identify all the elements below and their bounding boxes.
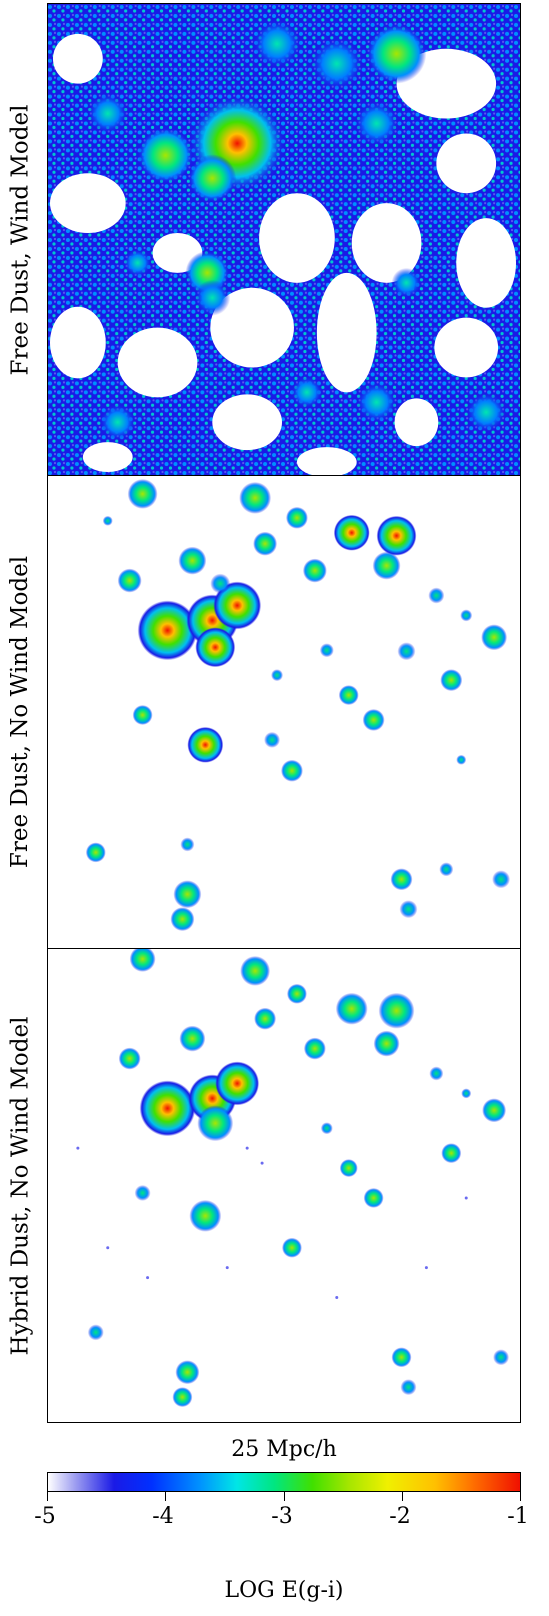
scale-bar-label: 25 Mpc/h xyxy=(231,1437,337,1462)
panel-1-label-wrapper: Free Dust, Wind Model xyxy=(0,3,40,476)
colorbar-tick xyxy=(47,1492,48,1501)
colorbar-tick-label: -2 xyxy=(389,1504,411,1529)
colorbar-label: LOG E(g-i) xyxy=(224,1578,344,1603)
colorbar-tick xyxy=(284,1492,285,1501)
panel-1-label: Free Dust, Wind Model xyxy=(7,104,33,375)
panel-3-label-wrapper: Hybrid Dust, No Wind Model xyxy=(0,948,40,1423)
colorbar-tick xyxy=(520,1492,521,1501)
colorbar xyxy=(47,1472,521,1492)
colorbar-tick-label: -1 xyxy=(507,1504,529,1529)
panel-3-label: Hybrid Dust, No Wind Model xyxy=(7,1016,34,1355)
colorbar-tick-label: -3 xyxy=(271,1504,293,1529)
panel-2-label-wrapper: Free Dust, No Wind Model xyxy=(0,475,40,949)
dust-map-wind xyxy=(48,4,520,475)
dust-map-free-no-wind xyxy=(85,478,511,932)
dust-map-hybrid-no-wind xyxy=(76,949,510,1408)
colorbar-tick xyxy=(402,1492,403,1501)
colorbar-tick xyxy=(165,1492,166,1501)
panel-hybrid-dust-no-wind xyxy=(47,948,521,1423)
colorbar-tick-label: -5 xyxy=(34,1504,56,1529)
colorbar-tick-label: -4 xyxy=(152,1504,174,1529)
panel-free-dust-wind xyxy=(47,3,521,476)
panel-2-label: Free Dust, No Wind Model xyxy=(7,555,33,869)
panel-free-dust-no-wind xyxy=(47,475,521,949)
